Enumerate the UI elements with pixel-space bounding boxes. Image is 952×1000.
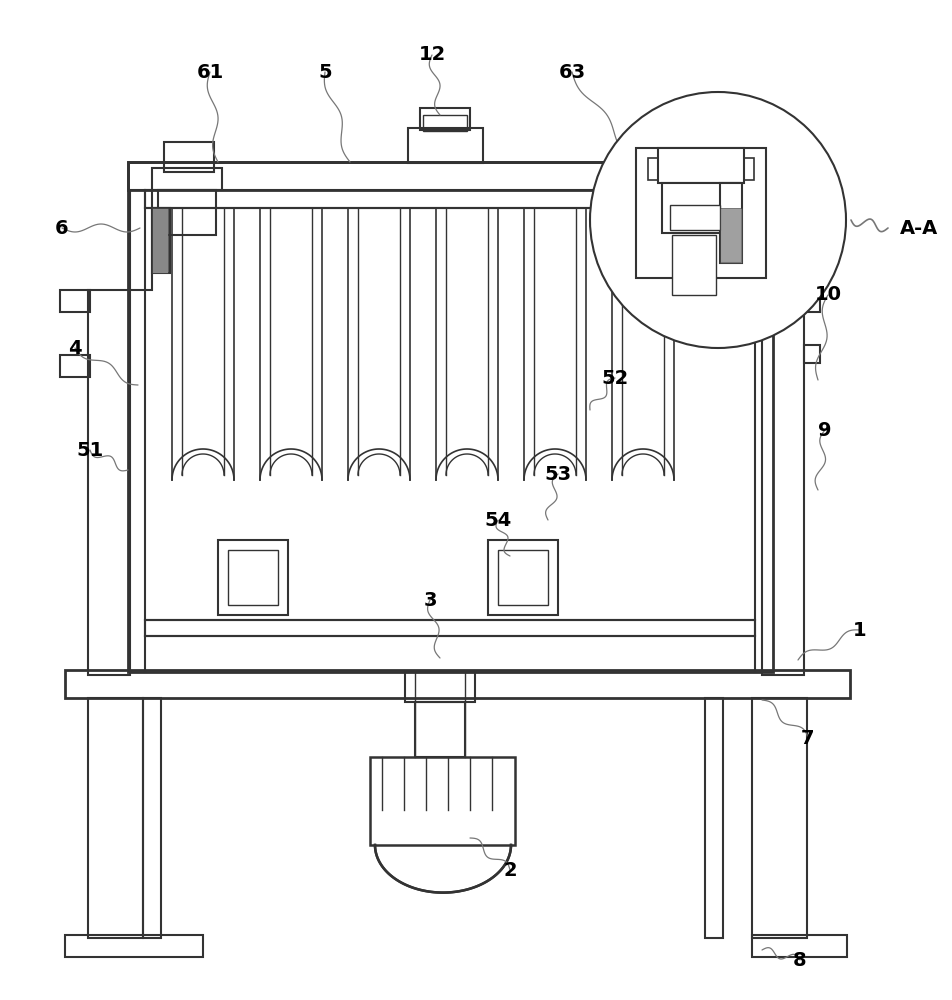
Text: 1: 1 — [853, 620, 867, 640]
Bar — [65, 670, 850, 698]
Bar — [804, 345, 820, 363]
Bar — [752, 698, 807, 938]
Bar — [420, 108, 470, 130]
Text: 4: 4 — [69, 338, 82, 358]
Bar — [670, 205, 720, 230]
Bar — [128, 162, 773, 672]
Bar — [735, 190, 757, 290]
Text: 54: 54 — [485, 510, 511, 530]
Text: 9: 9 — [819, 420, 832, 440]
Bar — [488, 540, 558, 615]
Bar — [405, 672, 475, 702]
Bar — [705, 698, 723, 938]
Text: 51: 51 — [76, 440, 104, 460]
Bar — [718, 208, 734, 273]
Bar — [130, 190, 152, 290]
Text: 61: 61 — [196, 62, 224, 82]
Text: 7: 7 — [802, 728, 815, 748]
Bar — [658, 148, 744, 183]
Bar — [720, 208, 742, 263]
Bar — [370, 757, 515, 845]
Bar — [152, 208, 168, 273]
Bar — [88, 290, 130, 675]
Bar — [498, 550, 548, 605]
Text: 5: 5 — [318, 62, 332, 82]
Bar — [672, 235, 716, 295]
Text: 12: 12 — [418, 45, 446, 64]
Text: 10: 10 — [815, 286, 842, 304]
Bar — [423, 115, 467, 131]
Bar — [60, 290, 90, 312]
Bar — [88, 698, 143, 938]
Bar — [60, 355, 90, 377]
Text: 8: 8 — [793, 950, 806, 970]
Bar — [145, 620, 755, 636]
Bar — [662, 183, 740, 233]
Text: 6: 6 — [55, 219, 69, 237]
Circle shape — [590, 92, 846, 348]
Bar — [145, 190, 755, 208]
Text: A-A: A-A — [900, 219, 939, 237]
Bar — [408, 128, 483, 163]
Bar — [152, 208, 170, 273]
Bar — [718, 208, 736, 273]
Bar — [673, 142, 723, 172]
Bar — [164, 142, 214, 172]
Bar — [804, 290, 820, 312]
Bar — [670, 190, 728, 235]
Text: 3: 3 — [424, 590, 437, 609]
Bar — [648, 158, 754, 180]
Bar — [65, 935, 203, 957]
Bar — [665, 168, 735, 190]
Bar — [415, 702, 465, 757]
Bar — [152, 168, 222, 190]
Bar — [762, 290, 804, 675]
Bar — [636, 148, 766, 278]
Bar — [218, 540, 288, 615]
Text: 53: 53 — [545, 464, 571, 484]
Bar — [128, 162, 773, 190]
Text: 52: 52 — [602, 368, 628, 387]
Text: 63: 63 — [559, 62, 585, 82]
Bar — [143, 698, 161, 938]
Bar — [228, 550, 278, 605]
Bar — [752, 935, 847, 957]
Text: 2: 2 — [504, 860, 517, 880]
Bar — [158, 190, 216, 235]
Bar — [720, 183, 742, 263]
